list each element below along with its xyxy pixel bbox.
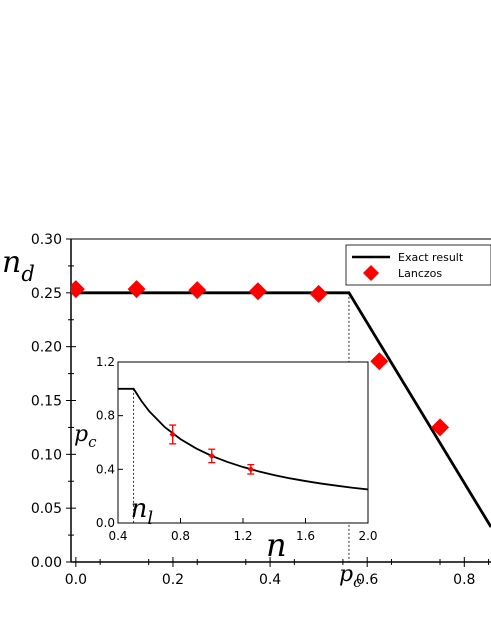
lanczos-point bbox=[309, 284, 328, 303]
inset-series bbox=[118, 387, 368, 491]
x-tick-label: 0.6 bbox=[356, 572, 378, 588]
main-y-label: nd bbox=[2, 245, 35, 286]
inset-exact-curve bbox=[118, 387, 368, 491]
inset-x-tick-label: 1.2 bbox=[233, 529, 252, 543]
inset-y-tick-label: 0.0 bbox=[96, 516, 115, 530]
legend-label-lanczos: Lanczos bbox=[398, 267, 442, 280]
lanczos-point bbox=[71, 280, 85, 299]
lanczos-point bbox=[248, 282, 267, 301]
legend-diamond-swatch bbox=[363, 265, 379, 281]
main-ticks: 0.00 0.05 0.10 0.15 0.20 0.25 0.30 0.0 0.2 0.4 0.6… bbox=[31, 232, 490, 588]
inset-lanczos-point bbox=[247, 466, 255, 473]
y-tick-label: 0.05 bbox=[31, 501, 62, 517]
x-tick-label: 0.0 bbox=[65, 572, 87, 588]
main-x-label: n bbox=[266, 526, 287, 564]
inset-y-tick-label: 1.2 bbox=[96, 355, 115, 369]
inset-y-label: pc bbox=[74, 422, 97, 451]
legend: Exact result Lanczos bbox=[345, 244, 491, 286]
inset-lanczos-point bbox=[208, 452, 215, 460]
pc-label: pc bbox=[339, 562, 362, 591]
x-tick-label: 0.2 bbox=[162, 572, 184, 588]
inset-x-tick-label: 1.6 bbox=[296, 529, 315, 543]
inset-y-tick-label: 0.4 bbox=[96, 462, 115, 476]
legend-label-exact: Exact result bbox=[398, 251, 464, 264]
y-tick-label: 0.15 bbox=[31, 394, 62, 410]
inset-frame bbox=[117, 361, 369, 524]
lanczos-point bbox=[127, 280, 146, 299]
x-tick-label: 0.4 bbox=[259, 572, 281, 588]
inset-ticks: 0.00.40.81.20.4 0.8 1.2 1.6 2.0 bbox=[96, 355, 378, 543]
inset-x-tick-label: 0.8 bbox=[171, 529, 190, 543]
y-tick-label: 0.00 bbox=[31, 555, 62, 571]
lanczos-point bbox=[370, 352, 389, 371]
inset-x-tick-label: 2.0 bbox=[358, 529, 377, 543]
y-tick-label: 0.10 bbox=[31, 447, 62, 463]
y-tick-label: 0.30 bbox=[31, 232, 62, 248]
y-tick-label: 0.25 bbox=[31, 286, 62, 302]
inset-lanczos-point bbox=[169, 431, 176, 438]
y-tick-label: 0.20 bbox=[31, 340, 62, 356]
nl-label: nl bbox=[131, 494, 154, 529]
inset-x-tick-label: 0.4 bbox=[108, 529, 127, 543]
lanczos-point bbox=[431, 418, 450, 437]
inset-chart: 0.00.40.81.20.4 0.8 1.2 1.6 2.0 pc nl bbox=[74, 355, 378, 543]
inset-y-tick-label: 0.8 bbox=[96, 409, 115, 423]
x-tick-label: 0.8 bbox=[453, 572, 475, 588]
lanczos-point bbox=[188, 281, 207, 300]
